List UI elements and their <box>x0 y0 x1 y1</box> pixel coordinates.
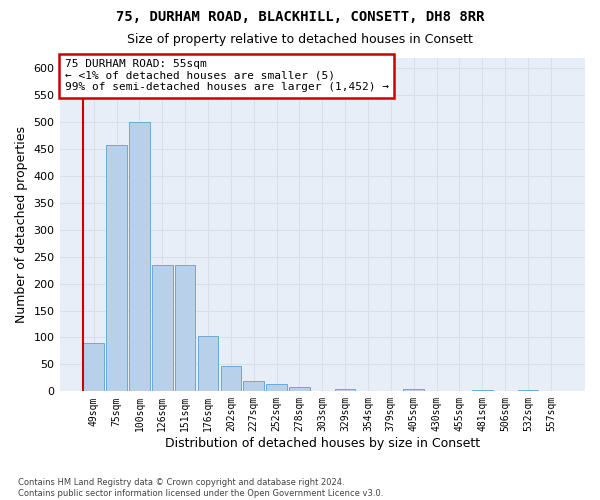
Y-axis label: Number of detached properties: Number of detached properties <box>15 126 28 323</box>
Bar <box>266 384 287 392</box>
Bar <box>175 265 196 392</box>
Text: 75, DURHAM ROAD, BLACKHILL, CONSETT, DH8 8RR: 75, DURHAM ROAD, BLACKHILL, CONSETT, DH8… <box>116 10 484 24</box>
Bar <box>244 380 264 392</box>
Text: 75 DURHAM ROAD: 55sqm
← <1% of detached houses are smaller (5)
99% of semi-detac: 75 DURHAM ROAD: 55sqm ← <1% of detached … <box>65 59 389 92</box>
Bar <box>106 146 127 392</box>
X-axis label: Distribution of detached houses by size in Consett: Distribution of detached houses by size … <box>165 437 480 450</box>
Text: Contains HM Land Registry data © Crown copyright and database right 2024.
Contai: Contains HM Land Registry data © Crown c… <box>18 478 383 498</box>
Text: Size of property relative to detached houses in Consett: Size of property relative to detached ho… <box>127 32 473 46</box>
Bar <box>472 390 493 392</box>
Bar <box>289 387 310 392</box>
Bar <box>335 388 355 392</box>
Bar <box>403 388 424 392</box>
Bar <box>518 390 538 392</box>
Bar <box>129 122 150 392</box>
Bar <box>198 336 218 392</box>
Bar <box>152 265 173 392</box>
Bar <box>83 343 104 392</box>
Bar <box>221 366 241 392</box>
